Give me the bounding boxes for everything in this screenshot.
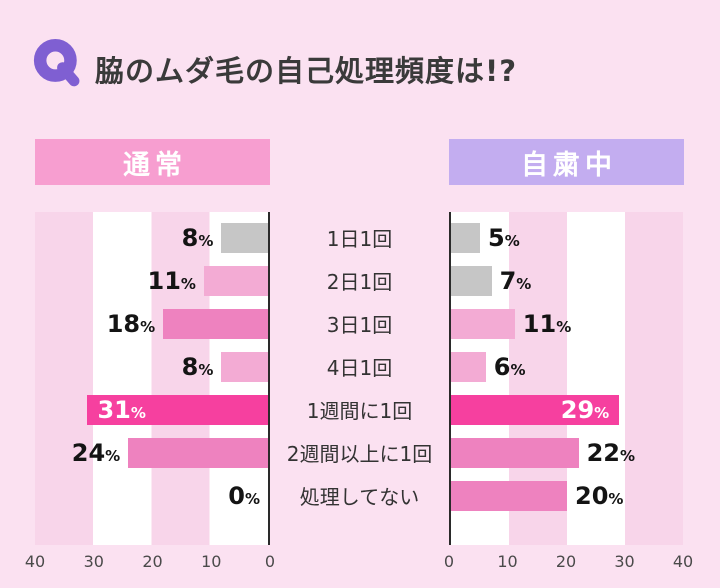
chart-row: 0% <box>35 474 268 517</box>
chart-row: 8% <box>35 216 268 259</box>
chart-row: 29% <box>451 388 683 431</box>
bar-right-3 <box>451 351 486 382</box>
axis-tick-label: 20 <box>555 552 577 571</box>
bar-right-5 <box>451 437 579 468</box>
x-axis-normal: 40 30 20 10 0 <box>25 552 275 574</box>
chart-normal: 8% 11% 18% 8% 31% 24% 0% <box>35 212 270 545</box>
bar-left-1 <box>203 265 268 296</box>
legend-self-restraint-header: 自粛中 <box>449 139 684 185</box>
bar-value-label: 18% <box>106 309 156 338</box>
bar-right-0 <box>451 222 480 253</box>
category-label: 1週間に1回 <box>306 399 413 423</box>
chart-row: 11% <box>451 302 683 345</box>
axis-tick-label: 30 <box>83 552 104 571</box>
bar-value-label: 11% <box>147 266 196 295</box>
chart-self-restraint: 5% 7% 11% 6% 29% 22% 20% <box>449 212 683 545</box>
legend-normal-header: 通常 <box>35 139 270 185</box>
bar-value-label: 7% <box>499 266 532 295</box>
category-label: 1日1回 <box>326 227 393 251</box>
category-label: 3日1回 <box>326 313 393 337</box>
bar-value-label: 0% <box>228 481 260 510</box>
axis-tick-label: 30 <box>614 552 635 571</box>
category-labels-column: 1日1回 2日1回 3日1回 4日1回 1週間に1回 2週間以上に1回 処理してない <box>272 212 447 545</box>
chart-row: 11% <box>35 259 268 302</box>
bar-right-1 <box>451 265 492 296</box>
chart-row: 18% <box>35 302 268 345</box>
category-label: 2週間以上に1回 <box>286 442 433 466</box>
chart-row: 7% <box>451 259 683 302</box>
bar-left-0 <box>221 222 268 253</box>
category-label: 処理してない <box>299 485 420 509</box>
bar-left-5 <box>128 437 268 468</box>
axis-tick-label: 10 <box>497 552 518 571</box>
chart-row: 31% <box>35 388 268 431</box>
bar-value-label: 11% <box>522 309 572 338</box>
category-label: 4日1回 <box>326 356 393 380</box>
axis-tick-label: 40 <box>672 552 694 571</box>
bar-value-label: 24% <box>71 438 121 467</box>
bar-value-label: 31% <box>97 395 146 424</box>
bar-value-label: 22% <box>586 438 636 467</box>
axis-tick-label: 20 <box>142 552 163 571</box>
chart-row: 24% <box>35 431 268 474</box>
question-q-icon <box>33 36 83 92</box>
bar-right-4: 29% <box>451 394 620 425</box>
bar-left-3 <box>221 351 268 382</box>
bar-right-6 <box>451 480 567 511</box>
chart-row: 20% <box>451 474 683 517</box>
axis-tick-label: 40 <box>24 552 46 571</box>
axis-tick-label: 0 <box>264 552 276 571</box>
page-title: 脇のムダ毛の自己処理頻度は!? <box>95 54 518 88</box>
axis-tick-label: 10 <box>201 552 222 571</box>
chart-row: 6% <box>451 345 683 388</box>
bar-value-label: 20% <box>575 481 624 510</box>
bar-value-label: 6% <box>493 352 526 381</box>
bar-right-2 <box>451 308 515 339</box>
bar-value-label: 29% <box>560 395 610 424</box>
category-label: 2日1回 <box>326 270 393 294</box>
bar-left-2 <box>163 308 268 339</box>
chart-row: 8% <box>35 345 268 388</box>
bar-value-label: 8% <box>181 223 214 252</box>
chart-row: 22% <box>451 431 683 474</box>
bar-value-label: 8% <box>181 352 214 381</box>
bar-left-4: 31% <box>87 394 268 425</box>
bar-value-label: 5% <box>488 223 520 252</box>
chart-row: 5% <box>451 216 683 259</box>
x-axis-self-restraint: 0 10 20 30 40 <box>444 552 693 574</box>
axis-tick-label: 0 <box>443 552 455 571</box>
